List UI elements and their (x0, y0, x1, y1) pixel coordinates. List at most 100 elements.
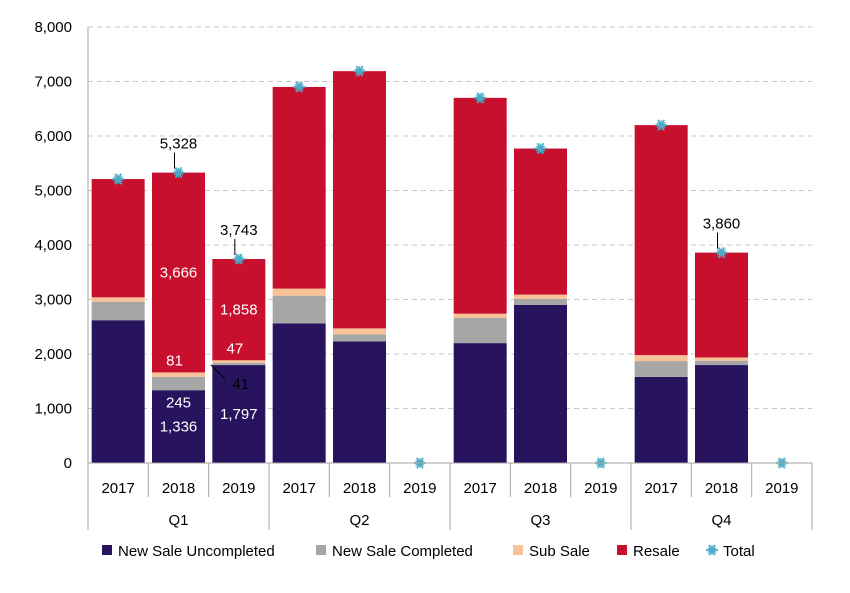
legend-label: New Sale Uncompleted (118, 543, 275, 560)
bar-segment-new-sale-uncompleted (152, 390, 205, 463)
data-label: 41 (232, 376, 249, 393)
bar-segment-resale (91, 179, 145, 298)
bar-segment-new-sale-completed (91, 301, 145, 321)
total-marker (353, 65, 366, 77)
legend-label: Sub Sale (529, 543, 590, 560)
y-tick-label: 4,000 (34, 237, 72, 254)
bar-segment-sub-sale (695, 357, 748, 361)
total-marker (293, 81, 306, 93)
y-tick-label: 0 (64, 455, 72, 472)
bar-segment-sub-sale (514, 294, 567, 299)
total-marker (232, 253, 245, 265)
x-tick-label: 2019 (584, 480, 617, 497)
data-label: 3,743 (220, 222, 258, 239)
x-tick-label: 2017 (101, 480, 134, 497)
data-label: 47 (226, 340, 243, 357)
x-tick-label: 2018 (162, 480, 195, 497)
bar-segment-new-sale-uncompleted (333, 341, 386, 463)
bar-segment-resale (514, 148, 567, 295)
y-tick-label: 8,000 (34, 19, 72, 36)
x-group-label: Q1 (168, 512, 188, 529)
y-tick-label: 5,000 (34, 183, 72, 200)
bar-segment-resale (152, 172, 205, 373)
y-tick-label: 3,000 (34, 292, 72, 309)
label-leader-line (210, 364, 226, 380)
bar-segment-new-sale-completed (333, 334, 386, 342)
legend-swatch (617, 545, 627, 555)
data-label: 1,858 (220, 302, 258, 319)
legend-item: New Sale Completed (316, 543, 473, 560)
bar-segment-sub-sale (333, 328, 386, 335)
legend-label: Resale (633, 543, 680, 560)
y-tick-label: 7,000 (34, 74, 72, 91)
total-marker (534, 142, 547, 155)
bar-segment-new-sale-completed (152, 376, 205, 391)
bar-segment-sub-sale (152, 372, 205, 377)
x-group-label: Q3 (530, 512, 550, 529)
legend-label: New Sale Completed (332, 543, 473, 560)
total-marker (172, 166, 185, 179)
x-tick-label: 2017 (644, 480, 677, 497)
legend-item: Sub Sale (513, 543, 590, 560)
x-group-label: Q4 (711, 512, 731, 529)
x-tick-label: 2018 (705, 480, 738, 497)
axes: 0 1,000 2,000 3,000 4,000 5,000 6,000 7,000 8,00… (34, 19, 813, 530)
x-group-label: Q2 (349, 512, 369, 529)
bar-segment-new-sale-uncompleted (695, 365, 748, 463)
y-tick-label: 1,000 (34, 401, 72, 418)
legend-swatch (316, 545, 326, 555)
legend-item: Resale (617, 543, 680, 560)
legend: New Sale Uncompleted New Sale Completed Su… (102, 543, 755, 560)
bar-segment-sub-sale (212, 360, 266, 363)
bar-segment-new-sale-completed (212, 362, 266, 366)
bar-segment-resale (634, 125, 688, 356)
bar-segment-new-sale-completed (453, 318, 507, 344)
x-tick-label: 2018 (343, 480, 376, 497)
data-label: 81 (166, 352, 183, 369)
x-tick-label: 2019 (403, 480, 436, 497)
bar-segment-resale (212, 259, 266, 361)
legend-swatch-total (706, 544, 718, 556)
legend-swatch (513, 545, 523, 555)
data-label: 1,797 (220, 406, 258, 423)
y-tick-label: 6,000 (34, 128, 72, 145)
y-tick-label: 2,000 (34, 346, 72, 363)
x-tick-label: 2019 (765, 480, 798, 497)
total-marker (715, 246, 728, 259)
bar-segment-sub-sale (272, 288, 326, 296)
data-label: 3,666 (160, 265, 198, 282)
bar-segment-resale (272, 86, 326, 289)
legend-item: Total (706, 543, 755, 560)
legend-label: Total (723, 543, 755, 560)
total-marker (474, 92, 487, 104)
bar-segment-new-sale-uncompleted (514, 304, 567, 463)
bar-segment-new-sale-uncompleted (91, 320, 145, 463)
bar-segment-new-sale-uncompleted (453, 343, 507, 463)
legend-swatch (102, 545, 112, 555)
bar-segment-new-sale-uncompleted (272, 323, 326, 463)
x-tick-label: 2019 (222, 480, 255, 497)
gridlines (88, 26, 812, 409)
bar-segment-new-sale-completed (634, 361, 688, 377)
data-label: 5,328 (160, 136, 198, 153)
data-label: 3,860 (703, 216, 741, 233)
bar-segment-new-sale-completed (272, 295, 326, 324)
total-marker (655, 119, 668, 131)
bar-segment-new-sale-uncompleted (212, 365, 266, 463)
bar-segment-resale (333, 71, 386, 329)
bar-segment-sub-sale (634, 355, 688, 362)
data-labels: 1,336 245 81 3,666 5,328 1,797 41 47 1,858 3,743 3… (160, 136, 741, 436)
bar-segment-new-sale-completed (695, 360, 748, 366)
bar-segment-resale (695, 252, 748, 358)
bars (91, 65, 788, 469)
data-label: 1,336 (160, 419, 198, 436)
total-marker (112, 173, 125, 185)
bar-segment-new-sale-uncompleted (634, 376, 688, 463)
bar-segment-new-sale-completed (514, 298, 567, 305)
bar-segment-resale (453, 97, 507, 314)
x-tick-label: 2017 (282, 480, 315, 497)
x-tick-label: 2018 (524, 480, 557, 497)
x-tick-label: 2017 (463, 480, 496, 497)
legend-item: New Sale Uncompleted (102, 543, 275, 560)
